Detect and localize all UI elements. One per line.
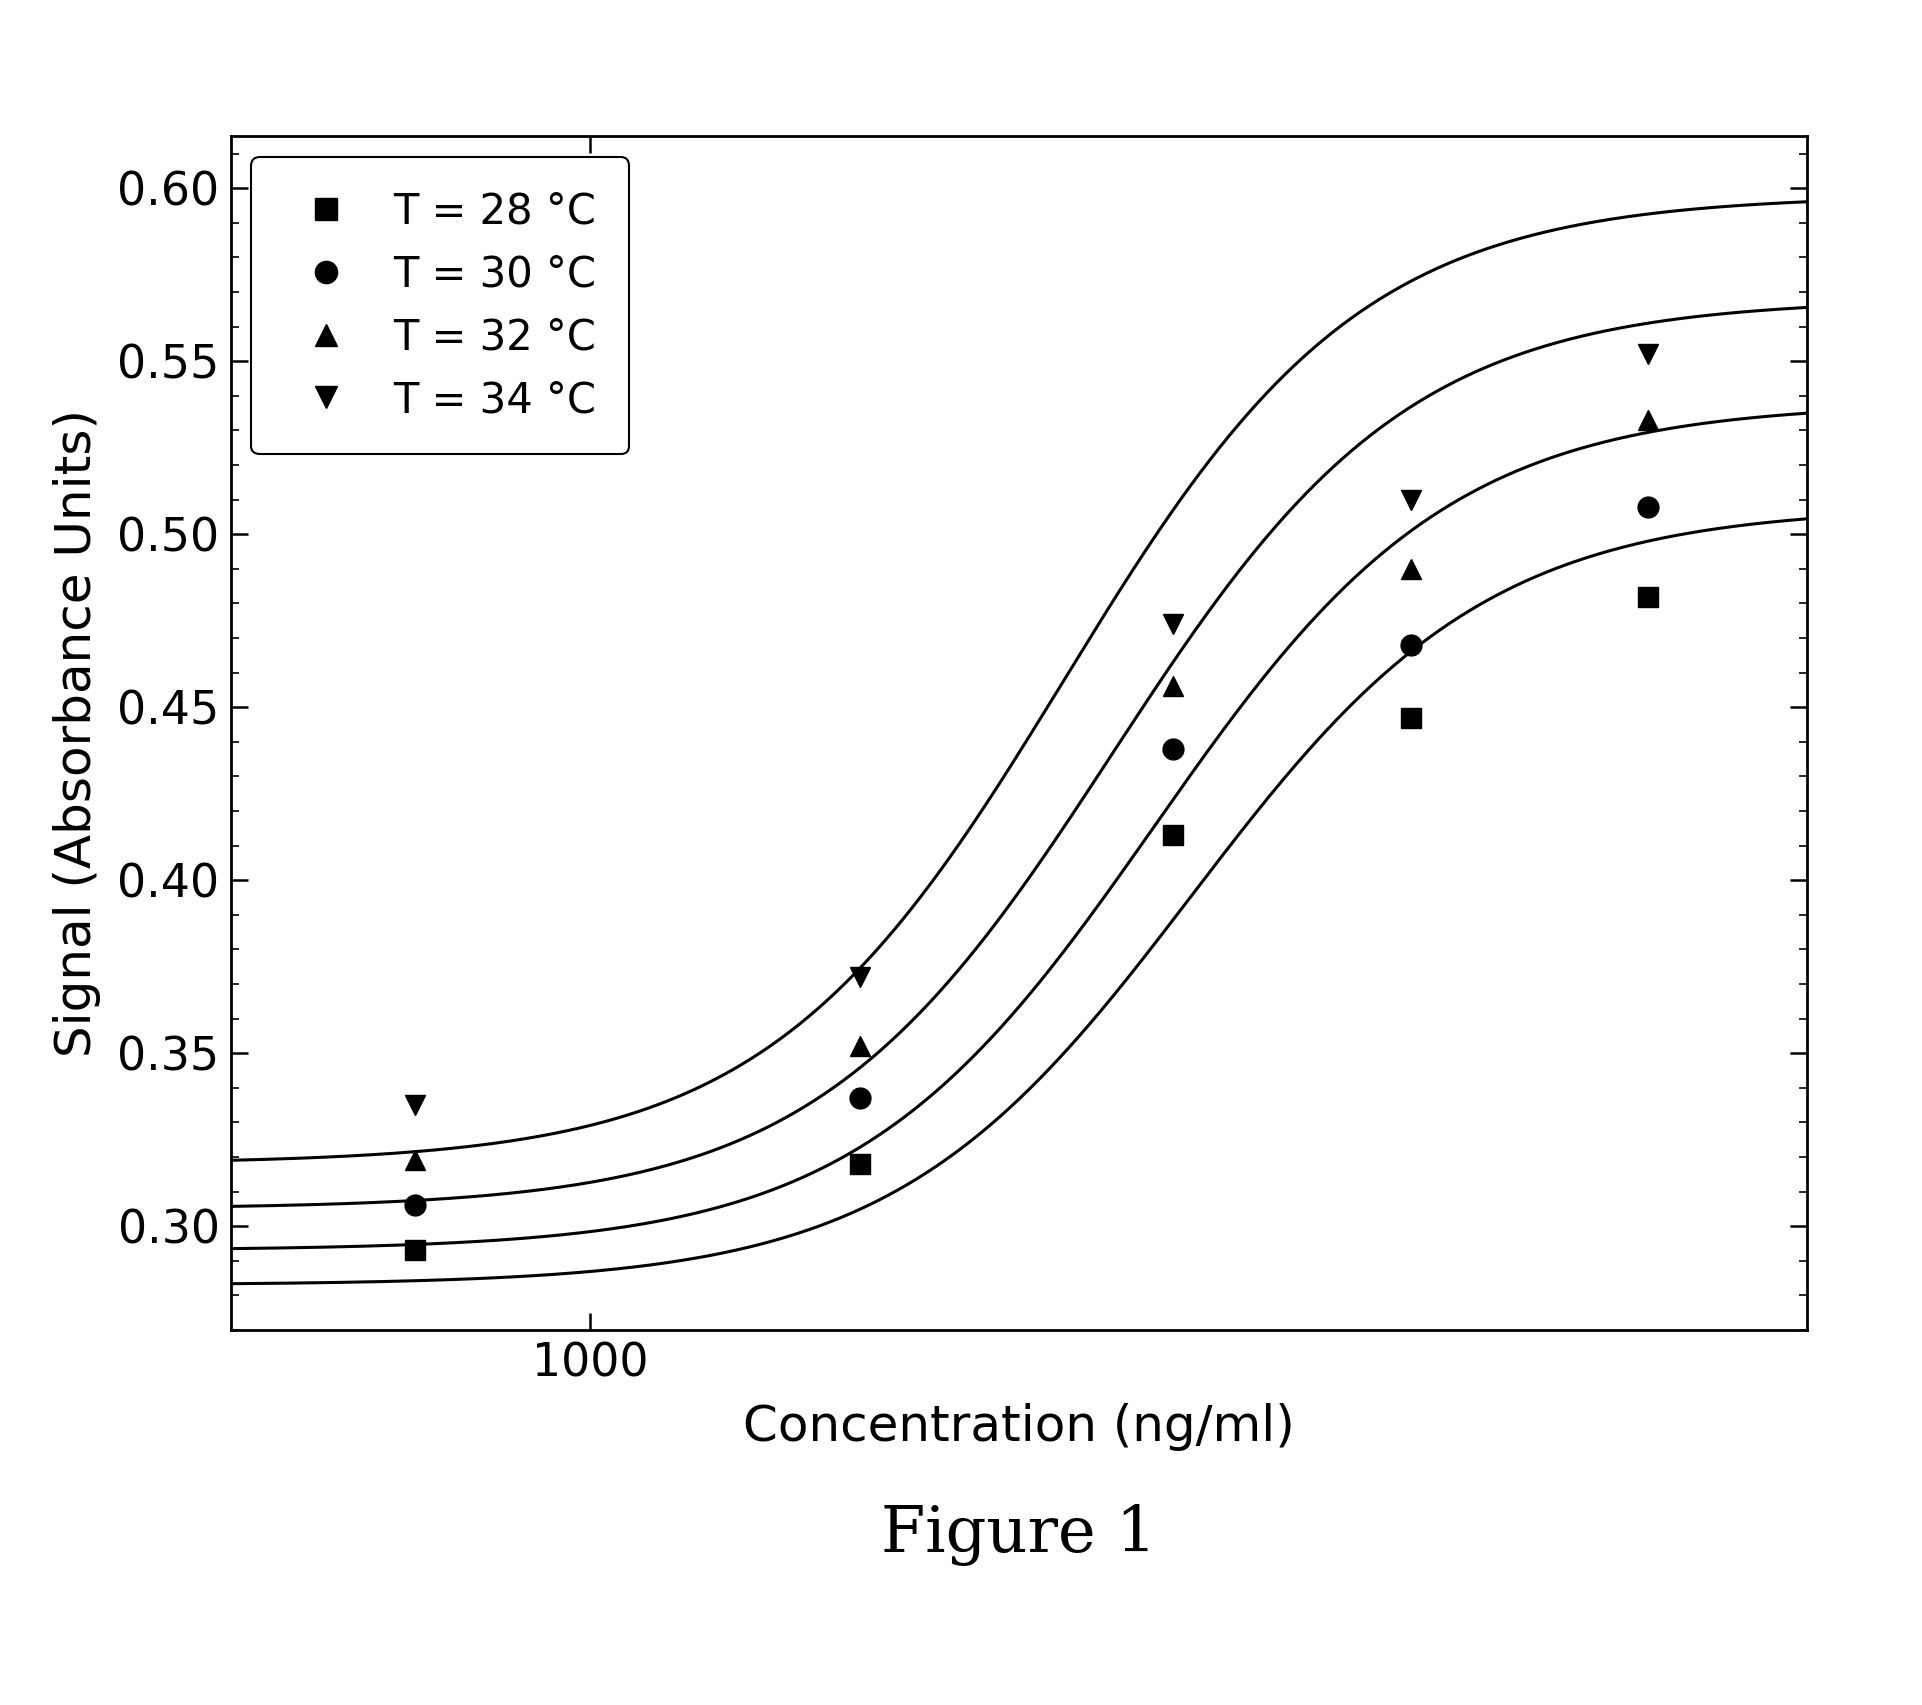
- X-axis label: Concentration (ng/ml): Concentration (ng/ml): [742, 1403, 1295, 1451]
- Legend: T = 28 °C, T = 30 °C, T = 32 °C, T = 34 °C: T = 28 °C, T = 30 °C, T = 32 °C, T = 34 …: [252, 157, 630, 455]
- Text: Figure 1: Figure 1: [880, 1504, 1157, 1565]
- Y-axis label: Signal (Absorbance Units): Signal (Absorbance Units): [52, 409, 100, 1057]
